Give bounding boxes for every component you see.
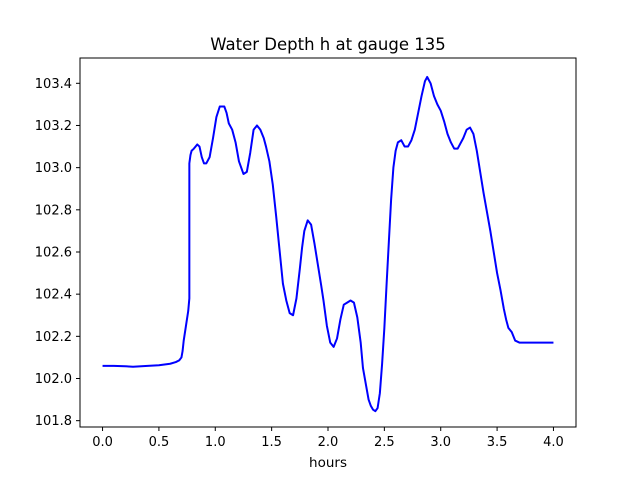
x-tick-label: 3.0 bbox=[430, 435, 451, 450]
x-tick-label: 1.5 bbox=[261, 435, 282, 450]
plot-frame bbox=[79, 57, 577, 428]
y-tick-label: 101.8 bbox=[35, 414, 72, 429]
y-tick-label: 102.8 bbox=[35, 203, 72, 218]
x-tick-label: 2.0 bbox=[318, 435, 339, 450]
plot-area bbox=[102, 75, 554, 413]
x-tick-label: 1.0 bbox=[205, 435, 226, 450]
y-tick-label: 102.6 bbox=[35, 245, 72, 260]
y-tick-label: 103.2 bbox=[35, 119, 72, 134]
chart-title: Water Depth h at gauge 135 bbox=[210, 35, 445, 54]
x-tick-label: 4.0 bbox=[543, 435, 564, 450]
x-tick-label: 2.5 bbox=[374, 435, 395, 450]
y-tick-label: 102.4 bbox=[35, 288, 72, 303]
x-tick-label: 3.5 bbox=[487, 435, 508, 450]
y-tick-label: 102.2 bbox=[35, 330, 72, 345]
x-axis-label: hours bbox=[309, 455, 347, 471]
y-tick-label: 103.4 bbox=[35, 77, 72, 92]
series-line-1 bbox=[102, 75, 554, 413]
axis-ticks: 0.0 0.5 1.0 1.5 2.0 2.5 3.0 3.5 4.0 101.8 102.0 102… bbox=[35, 77, 564, 450]
x-tick-label: 0.0 bbox=[92, 435, 113, 450]
y-tick-label: 102.0 bbox=[35, 372, 72, 387]
y-tick-label: 103.0 bbox=[35, 161, 72, 176]
x-tick-label: 0.5 bbox=[149, 435, 170, 450]
